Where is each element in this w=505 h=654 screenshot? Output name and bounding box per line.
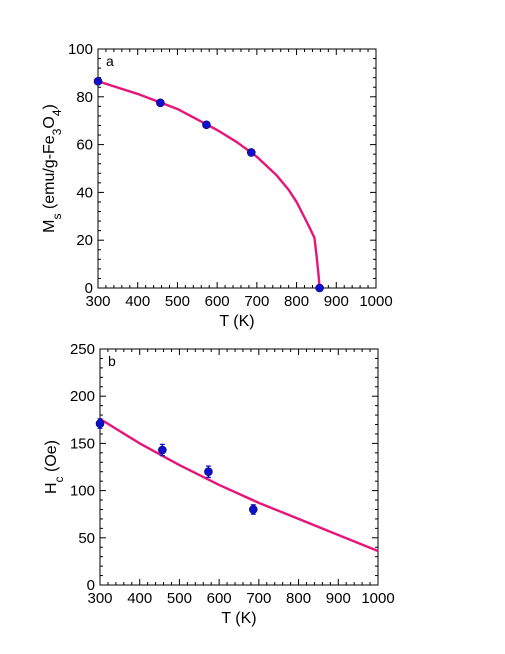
x-tick-label: 300 — [87, 590, 112, 607]
x-tick-label: 700 — [244, 293, 269, 310]
x-tick-label: 300 — [85, 293, 110, 310]
panel-b: 300 400 500 600 700 800 900 1000 0 50 100 150 200 250… — [43, 341, 395, 627]
plot-frame — [99, 348, 379, 586]
data-point — [246, 148, 256, 157]
data-point — [93, 76, 103, 86]
y-tick-label: 40 — [76, 184, 93, 201]
fit-curve — [97, 80, 321, 289]
panel-a: 300 400 500 600 700 800 900 1000 0 20 40 60 80 100 T (… — [41, 41, 393, 330]
data-point — [315, 283, 324, 293]
y-tick-label: 20 — [76, 232, 93, 249]
data-point — [248, 505, 258, 514]
data-point — [204, 467, 213, 477]
x-tick-label: 600 — [207, 590, 232, 607]
plot-frame — [97, 48, 377, 289]
y-tick-label: 50 — [78, 530, 95, 547]
x-tick-label: 800 — [286, 590, 311, 607]
data-point — [156, 98, 165, 108]
x-tick-label: 500 — [165, 293, 190, 310]
panel-label: a — [106, 53, 114, 69]
x-tick-label: 500 — [167, 590, 192, 607]
y-tick-label: 0 — [85, 280, 93, 297]
y-tick-label: 0 — [87, 577, 95, 594]
fit-curve — [99, 417, 379, 553]
x-tick-label: 800 — [284, 293, 309, 310]
panel-label: b — [108, 353, 116, 369]
y-tick-label: 150 — [70, 435, 95, 452]
data-point — [158, 445, 167, 455]
x-tick-label: 400 — [127, 590, 152, 607]
x-tick-label: 900 — [326, 590, 351, 607]
y-tick-label: 250 — [70, 341, 95, 358]
y-tick-label: 100 — [70, 483, 95, 500]
x-axis-title: T (K) — [219, 313, 254, 330]
y-tick-label: 100 — [68, 41, 93, 58]
data-point — [95, 419, 105, 428]
x-tick-label: 1000 — [361, 590, 394, 607]
x-axis-title: T (K) — [221, 610, 256, 627]
x-tick-label: 900 — [324, 293, 349, 310]
y-axis-title: Ms (emu/g-Fe3O4) — [41, 104, 64, 233]
y-tick-label: 60 — [76, 137, 93, 154]
y-tick-label: 80 — [76, 89, 93, 106]
x-tick-label: 1000 — [359, 293, 392, 310]
y-tick-label: 200 — [70, 388, 95, 405]
y-axis-title: Hc (Oe) — [43, 440, 66, 494]
x-tick-label: 400 — [125, 293, 150, 310]
data-point — [202, 120, 211, 130]
x-tick-label: 700 — [246, 590, 271, 607]
x-tick-label: 600 — [205, 293, 230, 310]
